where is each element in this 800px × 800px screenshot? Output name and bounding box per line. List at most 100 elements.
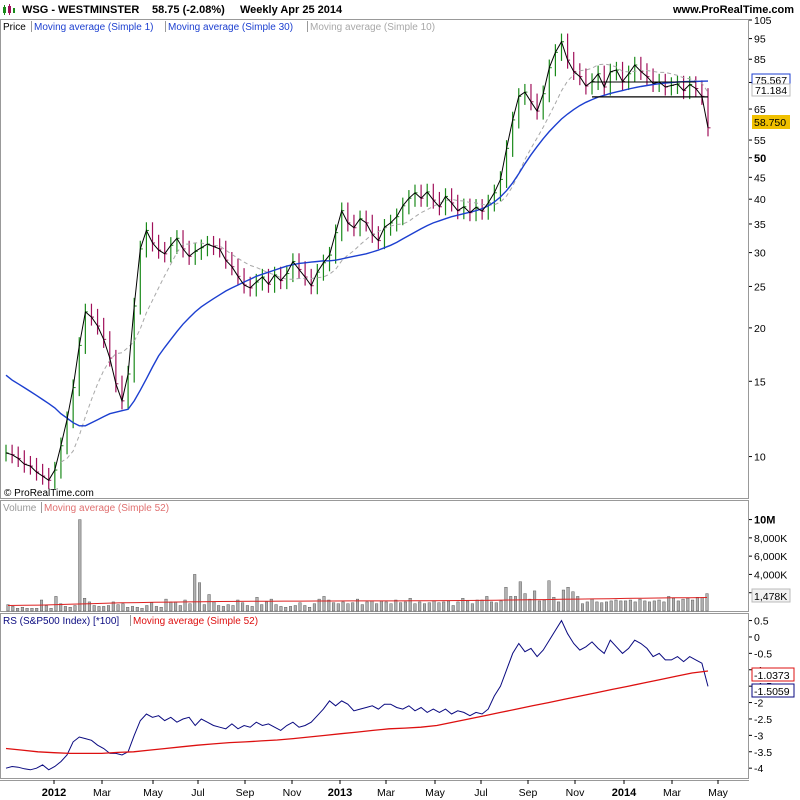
volume-bar [20,607,24,612]
volume-bar [197,582,201,612]
volume-bar [221,606,225,612]
volume-bar [619,600,623,612]
title-bar: WSG - WESTMINSTER 58.75 (-2.08%) Weekly … [0,0,800,20]
volume-bar [451,605,455,612]
price-tick-label: 55 [754,135,766,147]
volume-bar [552,597,556,612]
volume-bar [341,601,345,612]
x-tick-label: 2013 [328,787,352,799]
x-tick-label: Mar [377,787,396,799]
volume-bar [523,593,527,612]
volume-bar [480,599,484,612]
x-tick-label: Jul [191,787,204,799]
volume-bar [605,601,609,612]
volume-legend: Volume Moving average (Simple 52) [1,501,182,514]
price-tick-label: 30 [754,248,766,260]
volume-bar [140,608,144,612]
volume-bar [561,589,565,612]
legend-vol-ma[interactable]: Moving average (Simple 52) [44,503,169,514]
x-tick-label: Jul [474,787,487,799]
volume-bar [63,606,67,612]
period-date: Weekly Apr 25 2014 [240,4,343,16]
volume-bar [54,596,58,612]
legend-ma10[interactable]: Moving average (Simple 10) [310,22,435,33]
volume-bar [356,598,360,612]
ma10-line [60,63,709,463]
volume-bar [83,598,87,612]
volume-bar [312,603,316,612]
volume-bar [485,596,489,612]
volume-bar [461,598,465,612]
ma30-line [5,80,709,427]
volume-bar [121,603,125,612]
volume-bar [217,605,221,612]
volume-bar [490,601,494,612]
volume-bar [274,604,278,612]
volume-bar [332,602,336,612]
volume-bar [657,599,661,612]
volume-bar [130,606,134,612]
volume-bar [456,601,460,612]
price-tick-label: 50 [754,153,766,165]
volume-bar [154,606,158,612]
volume-bar [322,596,326,612]
volume-bar [389,603,393,612]
x-tick-label: 2012 [42,787,66,799]
volume-value-labels: 1,478K [751,588,791,603]
volume-bar [207,594,211,612]
volume-bar [308,607,312,612]
rs-tick-label: 0 [754,632,760,644]
rs-panel-frame [0,613,749,779]
volume-bar [135,607,139,612]
legend-volume[interactable]: Volume [3,503,37,514]
volume-bar [379,600,383,612]
candlestick-logo-icon [3,4,15,15]
x-tick-label: Nov [283,787,302,799]
rs-tick-label: -4 [754,763,763,775]
price-tick-label: 20 [754,323,766,335]
legend-rs-ma[interactable]: Moving average (Simple 52) [133,616,258,627]
rs-tick-label: -2 [754,698,763,710]
volume-bar [174,601,178,612]
site-url[interactable]: www.ProRealTime.com [672,4,794,16]
legend-ma1[interactable]: Moving average (Simple 1) [34,22,154,33]
volume-bar [298,602,302,612]
volume-bar [408,598,412,612]
volume-bar [590,598,594,612]
volume-bar [6,604,10,612]
volume-bar [87,601,91,612]
symbol-name: WSG - WESTMINSTER [22,4,140,16]
axes: 101520253035404550556575859510510M8,000K… [42,15,788,799]
rs-plot [5,619,709,771]
volume-bar [576,596,580,612]
volume-bar [691,599,695,612]
volume-bar [423,603,427,612]
volume-bar [303,605,307,612]
legend-price[interactable]: Price [3,22,26,33]
volume-bar [427,602,431,612]
volume-bar [346,603,350,612]
volume-bar [475,599,479,612]
volume-bar [547,580,551,612]
ma1-line [5,40,709,482]
rs-tick-label: 0.5 [754,616,769,628]
volume-bar [442,601,446,612]
rs-tick-label: -2.5 [754,714,772,726]
volume-bar [686,598,690,612]
price-value-labels: 75.567 71.184 58.750 [751,73,791,129]
volume-bar [432,600,436,612]
volume-bar [351,602,355,612]
x-tick-label: Sep [236,787,255,799]
volume-bar [106,605,110,612]
volume-bar [403,601,407,612]
volume-bar [695,597,699,612]
last-price-label: 58.750 [754,117,786,129]
volume-bar [231,605,235,612]
volume-bar [169,601,173,612]
legend-ma30[interactable]: Moving average (Simple 30) [168,22,293,33]
volume-bar [365,601,369,612]
legend-rs[interactable]: RS (S&P500 Index) [*100] [3,616,119,627]
volume-bar [370,600,374,612]
volume-bar [384,601,388,612]
